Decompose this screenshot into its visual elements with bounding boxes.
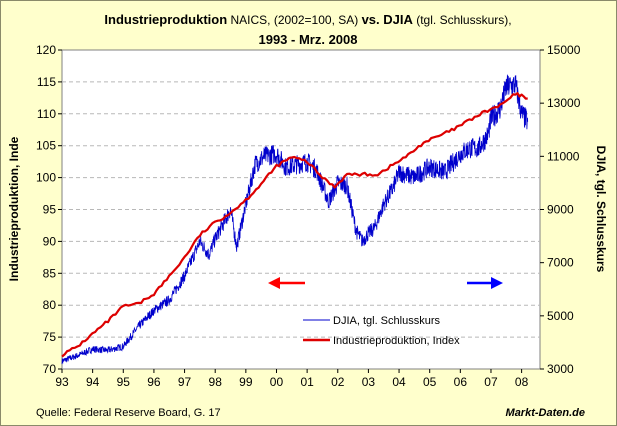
gridlines bbox=[62, 81, 540, 338]
chart-title-line2: 1993 - Mrz. 2008 bbox=[258, 32, 357, 47]
y-left-tick-label: 105 bbox=[36, 139, 56, 153]
legend: DJIA, tgl. Schlusskurs Industrieprodukti… bbox=[303, 315, 460, 347]
y-left-tick-label: 80 bbox=[43, 298, 57, 312]
x-tick-label: 96 bbox=[147, 375, 161, 389]
title-schluss: (tgl. Schlusskurs), bbox=[413, 13, 512, 27]
brand-label: Markt-Daten.de bbox=[506, 407, 585, 419]
y-right-tick-label: 9000 bbox=[547, 203, 574, 217]
y-axis-left-label: Industrieproduktion, Inde bbox=[7, 136, 21, 281]
chart-title-line1: Industrieproduktion NAICS, (2002=100, SA… bbox=[104, 12, 511, 27]
series-industry-line bbox=[61, 92, 528, 358]
x-tick-label: 06 bbox=[454, 375, 468, 389]
y-left-tick-label: 95 bbox=[43, 203, 57, 217]
y-left-tick-label: 120 bbox=[36, 43, 56, 57]
title-industrie: Industrieproduktion bbox=[104, 12, 227, 27]
x-tick-label: 98 bbox=[209, 375, 223, 389]
x-tick-label: 07 bbox=[484, 375, 498, 389]
source-note: Quelle: Federal Reserve Board, G. 17 bbox=[36, 407, 221, 419]
series-group bbox=[61, 74, 529, 365]
left-arrow-icon bbox=[268, 277, 305, 289]
x-tick-label: 97 bbox=[178, 375, 192, 389]
series-djia-line bbox=[61, 74, 529, 365]
y-left-tick-label: 110 bbox=[37, 107, 56, 121]
y-right-tick-label: 11000 bbox=[547, 149, 580, 163]
x-tick-label: 08 bbox=[515, 375, 529, 389]
y-axis-right-label: DJIA, tgl. Schlusskurs bbox=[594, 146, 608, 273]
x-tick-label: 05 bbox=[423, 375, 437, 389]
title-djia: vs. DJIA bbox=[362, 12, 414, 27]
y-left-tick-label: 75 bbox=[43, 330, 57, 344]
title-naics: NAICS, (2002=100, SA) bbox=[227, 13, 361, 27]
x-tick-label: 04 bbox=[392, 375, 406, 389]
axes: 70 75 80 85 90 95 100 105 110 115 120 3000 5000 7000 9… bbox=[36, 43, 581, 389]
y-left-tick-label: 100 bbox=[36, 171, 56, 185]
x-tick-label: 00 bbox=[270, 375, 284, 389]
y-left-tick-label: 115 bbox=[37, 75, 56, 89]
x-tick-label: 02 bbox=[331, 375, 345, 389]
y-right-tick-label: 13000 bbox=[547, 96, 581, 110]
x-tick-label: 94 bbox=[86, 375, 100, 389]
legend-label-industry: Industrieproduktion, Index bbox=[333, 335, 460, 347]
y-right-tick-label: 15000 bbox=[547, 43, 581, 57]
x-tick-label: 95 bbox=[117, 375, 131, 389]
right-arrow-icon bbox=[467, 277, 503, 289]
legend-label-djia: DJIA, tgl. Schlusskurs bbox=[333, 315, 440, 327]
x-tick-label: 93 bbox=[55, 375, 69, 389]
y-left-tick-label: 90 bbox=[43, 234, 57, 248]
y-right-tick-label: 3000 bbox=[547, 362, 574, 376]
x-tick-label: 03 bbox=[362, 375, 376, 389]
x-tick-label: 01 bbox=[300, 375, 314, 389]
y-right-tick-label: 5000 bbox=[547, 309, 574, 323]
y-right-tick-label: 7000 bbox=[547, 256, 574, 270]
y-left-tick-label: 70 bbox=[43, 362, 57, 376]
x-tick-label: 99 bbox=[239, 375, 253, 389]
y-left-tick-label: 85 bbox=[43, 266, 57, 280]
